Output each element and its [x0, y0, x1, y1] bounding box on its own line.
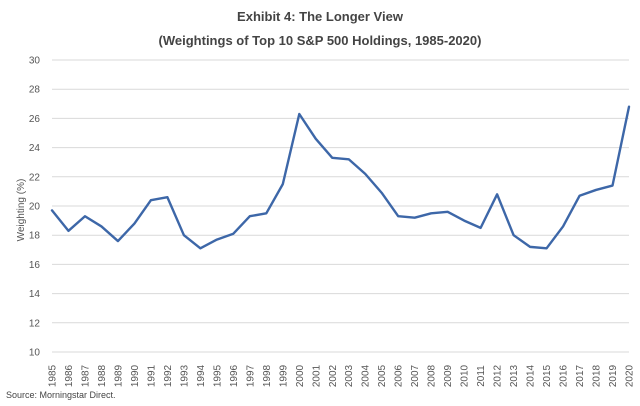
x-tick-label: 1987	[80, 364, 91, 387]
y-tick-label: 22	[29, 172, 41, 183]
x-tick-label: 1986	[64, 364, 75, 387]
x-tick-label: 1995	[212, 364, 223, 387]
x-tick-label: 1996	[229, 364, 240, 387]
x-tick-label: 1992	[163, 364, 174, 387]
x-tick-label: 2012	[493, 364, 504, 387]
x-tick-label: 2001	[311, 364, 322, 387]
x-tick-label: 2016	[559, 364, 570, 387]
x-tick-label: 2000	[295, 364, 306, 387]
x-tick-label: 2013	[509, 364, 520, 387]
y-tick-label: 10	[29, 348, 41, 359]
series-lines	[50, 105, 631, 250]
x-tick-label: 2005	[377, 364, 388, 387]
series-line	[50, 105, 631, 250]
x-tick-label: 1991	[146, 364, 157, 387]
x-tick-label: 1997	[245, 364, 256, 387]
x-tick-label: 2017	[575, 364, 586, 387]
x-tick-label: 2011	[476, 365, 487, 387]
x-tick-label: 1985	[48, 364, 59, 387]
x-tick-label: 1990	[130, 364, 141, 387]
y-tick-label: 26	[29, 114, 41, 125]
x-tick-label: 1994	[196, 364, 207, 387]
x-tick-label: 2019	[608, 364, 619, 387]
source-note: Source: Morningstar Direct.	[6, 390, 116, 400]
y-axis-ticks: 10 12 14 16 18 20 22 24 26 28 30	[29, 56, 41, 359]
y-tick-label: 18	[29, 231, 41, 242]
x-tick-label: 1999	[278, 364, 289, 387]
x-tick-label: 1989	[113, 364, 124, 387]
x-tick-label: 2010	[460, 364, 471, 387]
y-tick-label: 12	[29, 318, 41, 329]
x-tick-label: 2007	[410, 364, 421, 387]
x-tick-label: 2020	[625, 364, 636, 387]
y-axis-label: Weighting (%)	[16, 179, 27, 242]
x-tick-label: 1988	[97, 364, 108, 387]
x-tick-label: 2018	[592, 364, 603, 387]
x-tick-label: 2006	[394, 364, 405, 387]
x-axis-ticks: 1985 1986 1987 1988 1989 1990 1991 1992 1993 1994…	[48, 364, 636, 387]
y-tick-label: 16	[29, 260, 41, 271]
x-tick-label: 2004	[361, 364, 372, 387]
x-tick-label: 1998	[262, 364, 273, 387]
gridlines	[52, 59, 629, 353]
y-tick-label: 28	[29, 85, 41, 96]
chart-subtitle: (Weightings of Top 10 S&P 500 Holdings, …	[158, 33, 482, 48]
x-tick-label: 2008	[427, 364, 438, 387]
x-tick-label: 2002	[328, 364, 339, 387]
chart-title: Exhibit 4: The Longer View	[237, 9, 403, 24]
y-tick-label: 30	[29, 56, 41, 67]
x-tick-label: 2009	[443, 364, 454, 387]
x-tick-label: 2014	[526, 364, 537, 387]
y-tick-label: 20	[29, 202, 41, 213]
y-tick-label: 14	[29, 289, 41, 300]
x-tick-label: 1993	[179, 364, 190, 387]
x-tick-label: 2003	[344, 364, 355, 387]
y-tick-label: 24	[29, 143, 41, 154]
x-tick-label: 2015	[542, 364, 553, 387]
